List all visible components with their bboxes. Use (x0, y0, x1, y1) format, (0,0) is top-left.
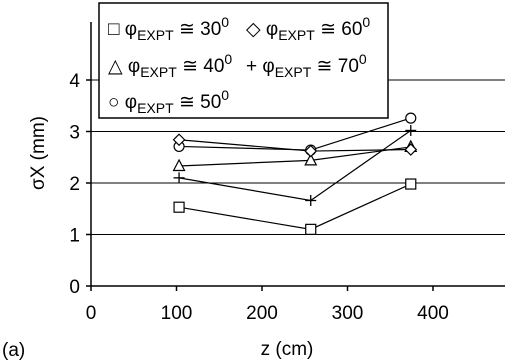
data-point-plus (305, 195, 317, 207)
x-axis-title: z (cm) (261, 339, 314, 360)
legend-entry: □ φEXPT ≅ 300 (108, 14, 229, 43)
series-line (179, 117, 411, 151)
series-square (173, 178, 417, 235)
data-point-circle (405, 112, 417, 124)
y-tick-label: 1 (69, 226, 80, 247)
data-point-diamond (404, 143, 418, 156)
series-line (179, 139, 411, 152)
data-point-plus (405, 124, 417, 136)
series-group (172, 112, 418, 235)
data-point-triangle (172, 158, 186, 172)
legend-entry: + φEXPT ≅ 700 (246, 51, 367, 80)
y-tick-label: 3 (69, 123, 80, 144)
ticks: 0 1 2 3 4 0 100 200 300 400 (69, 71, 448, 324)
data-point-plus (173, 172, 185, 184)
y-tick-label: 4 (69, 71, 80, 92)
series-triangle (172, 139, 418, 172)
data-point-triangle (304, 153, 318, 166)
series-line (178, 129, 412, 202)
data-point-square (173, 201, 185, 213)
series-circle (173, 112, 417, 156)
legend-entry: △ φEXPT ≅ 400 (108, 51, 232, 80)
x-tick-label: 400 (417, 303, 449, 324)
data-point-diamond (304, 144, 318, 158)
series-plus (173, 124, 417, 207)
x-tick-label: 300 (332, 303, 364, 324)
y-tick-label: 0 (69, 277, 80, 298)
series-line (178, 183, 412, 230)
data-point-diamond (172, 133, 186, 147)
panel-label: (a) (2, 340, 25, 360)
x-tick-label: 100 (161, 303, 193, 324)
data-point-square (305, 223, 317, 235)
y-tick-label: 2 (69, 174, 80, 195)
series-diamond (172, 133, 418, 158)
data-point-square (405, 178, 417, 190)
axes (90, 22, 505, 287)
legend-box (98, 2, 389, 119)
legend: □ φEXPT ≅ 300 ◇ φEXPT ≅ 600 △ φEXPT ≅ 400 +… (98, 2, 389, 119)
legend-entry: ○ φEXPT ≅ 500 (108, 87, 229, 116)
x-tick-label: 0 (86, 303, 97, 324)
x-tick-label: 200 (246, 303, 278, 324)
legend-entry: ◇ φEXPT ≅ 600 (246, 14, 370, 43)
y-axis-title: σX (mm) (28, 116, 49, 190)
